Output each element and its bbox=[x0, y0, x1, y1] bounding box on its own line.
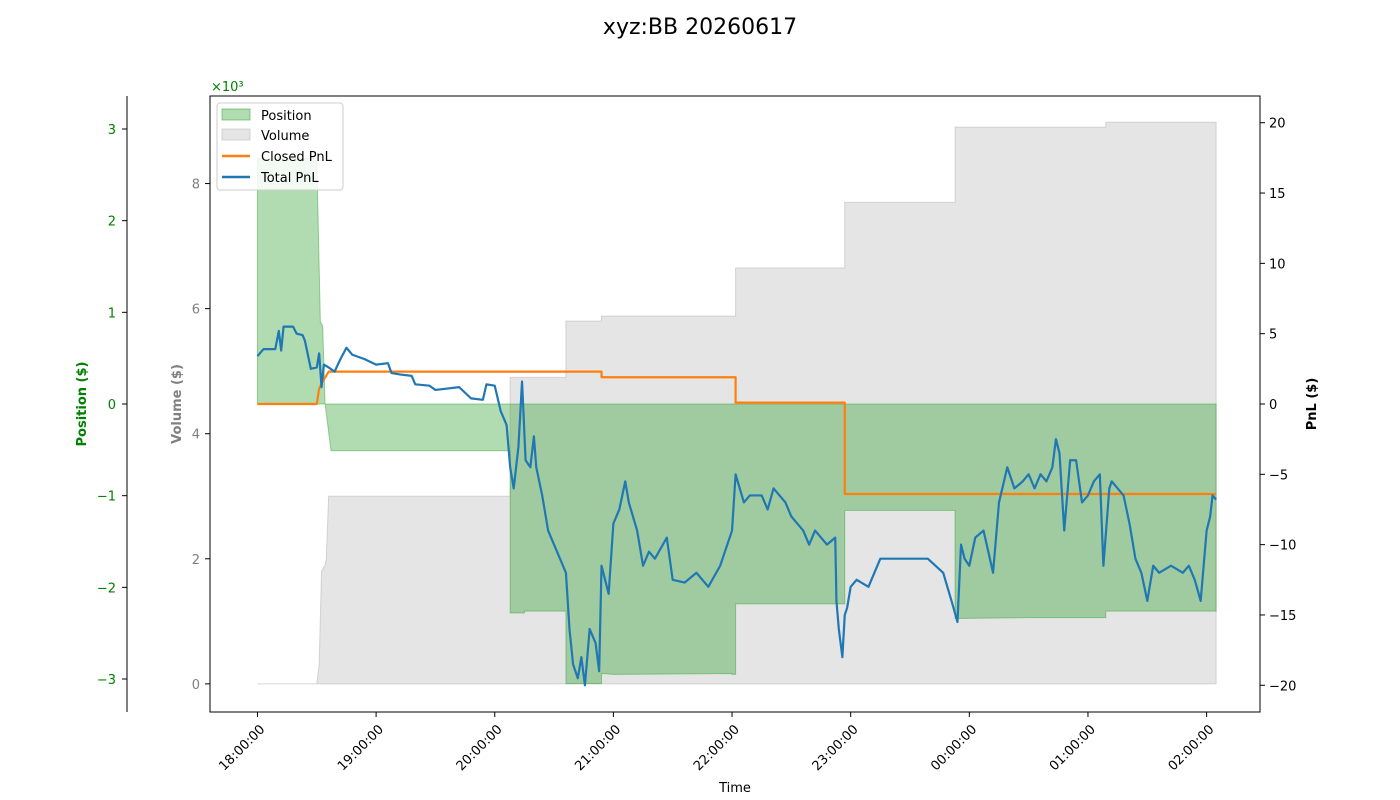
x-tick-label: 21:00:00 bbox=[572, 722, 624, 774]
chart-title: xyz:BB 20260617 bbox=[603, 15, 797, 40]
position-tick-label: 1 bbox=[108, 306, 116, 321]
legend: Position Volume Closed PnL Total PnL bbox=[216, 102, 344, 191]
closed-pnl-line bbox=[257, 370, 1217, 496]
pnl-tick-label: 10 bbox=[1269, 257, 1286, 272]
volume-tick-label: 2 bbox=[192, 553, 200, 568]
x-tick-label: 18:00:00 bbox=[216, 722, 268, 774]
position-tick-label: 0 bbox=[108, 398, 116, 413]
x-tick-label: 02:00:00 bbox=[1166, 722, 1218, 774]
pnl-tick-label: 5 bbox=[1269, 328, 1277, 343]
position-tick-label: −2 bbox=[97, 581, 116, 596]
legend-position-swatch bbox=[221, 108, 251, 121]
volume-tick-label: 8 bbox=[192, 178, 200, 193]
pnl-tick-label: −20 bbox=[1269, 679, 1296, 694]
legend-closed-pnl-label: Closed PnL bbox=[261, 150, 333, 165]
pnl-tick-label: 0 bbox=[1269, 398, 1277, 413]
x-tick-label: 19:00:00 bbox=[335, 722, 387, 774]
volume-axis-label: Volume ($) bbox=[170, 364, 185, 444]
pnl-lines-layer bbox=[256, 325, 1217, 687]
pnl-tick-label: −15 bbox=[1269, 609, 1296, 624]
x-axis-label: Time bbox=[718, 781, 751, 796]
total-pnl-line bbox=[256, 325, 1217, 687]
position-tick-label: 3 bbox=[108, 123, 116, 138]
position-area bbox=[256, 157, 1217, 685]
pnl-tick-label: −5 bbox=[1269, 468, 1288, 483]
x-tick-label: 20:00:00 bbox=[454, 722, 506, 774]
position-axis-label: Position ($) bbox=[75, 362, 90, 447]
x-tick-label: 23:00:00 bbox=[810, 722, 862, 774]
pnl-axis-label: PnL ($) bbox=[1305, 378, 1320, 431]
position-area-layer bbox=[256, 157, 1217, 685]
legend-total-pnl-label: Total PnL bbox=[260, 171, 319, 186]
volume-tick-label: 6 bbox=[192, 303, 200, 318]
legend-box bbox=[216, 102, 344, 191]
volume-tick-label: 4 bbox=[192, 428, 200, 443]
x-tick-label: 00:00:00 bbox=[928, 722, 980, 774]
legend-volume-label: Volume bbox=[261, 129, 309, 144]
x-tick-label: 22:00:00 bbox=[691, 722, 743, 774]
legend-volume-swatch bbox=[221, 128, 251, 141]
legend-position-label: Position bbox=[261, 109, 312, 124]
pnl-tick-label: 15 bbox=[1269, 187, 1286, 202]
pnl-tick-label: 20 bbox=[1269, 117, 1286, 132]
position-tick-label: −3 bbox=[97, 673, 116, 688]
position-tick-label: 2 bbox=[108, 215, 116, 230]
volume-tick-label: 0 bbox=[192, 678, 200, 693]
position-tick-label: −1 bbox=[97, 490, 116, 505]
x-tick-label: 01:00:00 bbox=[1047, 722, 1099, 774]
plot-area-background bbox=[210, 96, 1260, 712]
pnl-tick-label: −10 bbox=[1269, 539, 1296, 554]
position-exponent-label: ×10³ bbox=[211, 80, 244, 95]
